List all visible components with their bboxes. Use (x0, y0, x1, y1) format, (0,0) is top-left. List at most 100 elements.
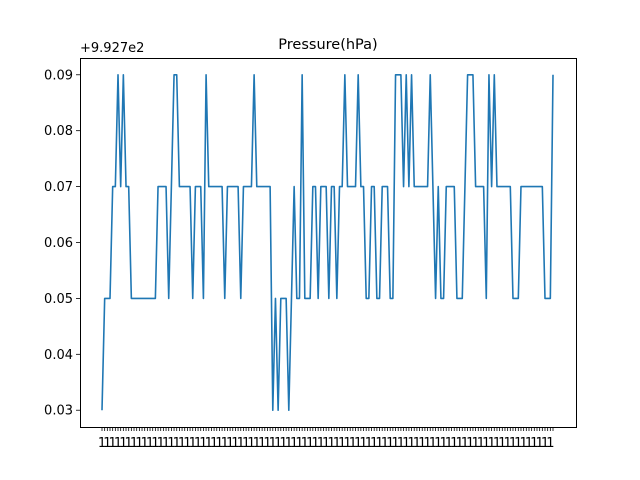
y-tick-label: 0.07 (44, 180, 73, 195)
x-tick-label: 1 (359, 436, 367, 451)
y-axis-offset-label: +9.927e2 (80, 41, 144, 56)
y-tick-label: 0.06 (44, 236, 73, 251)
chart-title: Pressure(hPa) (278, 37, 377, 53)
x-axis-ticks: 1111111111111111111111111111111111111111… (98, 427, 554, 451)
x-tick-label: 1 (247, 436, 255, 451)
x-tick-label: 1 (413, 436, 421, 451)
x-tick-label: 1 (199, 436, 207, 451)
x-tick-label: 1 (418, 436, 426, 451)
x-tick-label: 1 (509, 436, 517, 451)
x-tick-label: 1 (173, 436, 181, 451)
x-tick-label: 1 (151, 436, 159, 451)
x-tick-label: 1 (237, 436, 245, 451)
x-tick-label: 1 (434, 436, 442, 451)
x-tick-label: 1 (119, 436, 127, 451)
x-tick-label: 1 (445, 436, 453, 451)
y-tick-label: 0.03 (44, 404, 73, 419)
x-tick-label: 1 (487, 436, 495, 451)
x-tick-label: 1 (429, 436, 437, 451)
x-tick-label: 1 (269, 436, 277, 451)
x-tick-label: 1 (471, 436, 479, 451)
x-tick-label: 1 (317, 436, 325, 451)
x-tick-label: 1 (338, 436, 346, 451)
x-tick-label: 1 (525, 436, 533, 451)
x-tick-label: 1 (520, 436, 528, 451)
x-tick-label: 1 (226, 436, 234, 451)
x-tick-label: 1 (461, 436, 469, 451)
x-tick-label: 1 (546, 436, 554, 451)
x-tick-label: 1 (221, 436, 229, 451)
x-tick-label: 1 (231, 436, 239, 451)
x-tick-label: 1 (194, 436, 202, 451)
y-tick-label: 0.05 (44, 292, 73, 307)
x-tick-label: 1 (135, 436, 143, 451)
x-tick-label: 1 (423, 436, 431, 451)
x-tick-label: 1 (162, 436, 170, 451)
x-tick-label: 1 (189, 436, 197, 451)
x-tick-label: 1 (103, 436, 111, 451)
x-tick-label: 1 (375, 436, 383, 451)
x-tick-label: 1 (482, 436, 490, 451)
x-tick-label: 1 (141, 436, 149, 451)
x-tick-label: 1 (114, 436, 122, 451)
x-tick-label: 1 (514, 436, 522, 451)
x-tick-label: 1 (322, 436, 330, 451)
x-tick-label: 1 (493, 436, 501, 451)
x-tick-label: 1 (381, 436, 389, 451)
x-tick-label: 1 (397, 436, 405, 451)
x-tick-label: 1 (205, 436, 213, 451)
x-tick-label: 1 (125, 436, 133, 451)
y-tick-label: 0.09 (44, 68, 73, 83)
x-tick-label: 1 (391, 436, 399, 451)
x-tick-label: 1 (274, 436, 282, 451)
x-tick-label: 1 (439, 436, 447, 451)
x-tick-label: 1 (263, 436, 271, 451)
x-tick-label: 1 (402, 436, 410, 451)
x-tick-label: 1 (503, 436, 511, 451)
x-tick-label: 1 (386, 436, 394, 451)
plot-area-frame (80, 58, 577, 428)
x-tick-label: 1 (530, 436, 538, 451)
x-tick-label: 1 (258, 436, 266, 451)
x-tick-label: 1 (290, 436, 298, 451)
x-tick-label: 1 (178, 436, 186, 451)
x-tick-label: 1 (343, 436, 351, 451)
x-tick-label: 1 (536, 436, 544, 451)
x-tick-label: 1 (498, 436, 506, 451)
x-tick-label: 1 (455, 436, 463, 451)
x-tick-label: 1 (295, 436, 303, 451)
x-tick-label: 1 (301, 436, 309, 451)
x-tick-label: 1 (98, 436, 106, 451)
x-tick-label: 1 (407, 436, 415, 451)
x-tick-label: 1 (327, 436, 335, 451)
x-tick-label: 1 (210, 436, 218, 451)
x-tick-label: 1 (370, 436, 378, 451)
x-tick-label: 1 (466, 436, 474, 451)
pressure-series-line (101, 73, 554, 412)
y-axis-ticks: 0.03 0.04 0.05 0.06 0.07 0.08 0.09 (44, 68, 80, 419)
x-tick-label: 1 (306, 436, 314, 451)
x-tick-label: 1 (109, 436, 117, 451)
x-tick-label: 1 (183, 436, 191, 451)
x-tick-label: 1 (157, 436, 165, 451)
x-tick-label: 1 (279, 436, 287, 451)
x-tick-label: 1 (285, 436, 293, 451)
y-tick-label: 0.04 (44, 348, 73, 363)
x-tick-label: 1 (130, 436, 138, 451)
x-tick-label: 1 (167, 436, 175, 451)
x-tick-label: 1 (365, 436, 373, 451)
x-tick-label: 1 (541, 436, 549, 451)
x-tick-label: 1 (450, 436, 458, 451)
x-tick-label: 1 (146, 436, 154, 451)
x-tick-label: 1 (311, 436, 319, 451)
x-tick-label: 1 (215, 436, 223, 451)
x-tick-label: 1 (349, 436, 357, 451)
x-tick-label: 1 (242, 436, 250, 451)
x-tick-label: 1 (333, 436, 341, 451)
x-tick-label: 1 (354, 436, 362, 451)
x-tick-label: 1 (477, 436, 485, 451)
y-tick-label: 0.08 (44, 124, 73, 139)
x-tick-label: 1 (253, 436, 261, 451)
